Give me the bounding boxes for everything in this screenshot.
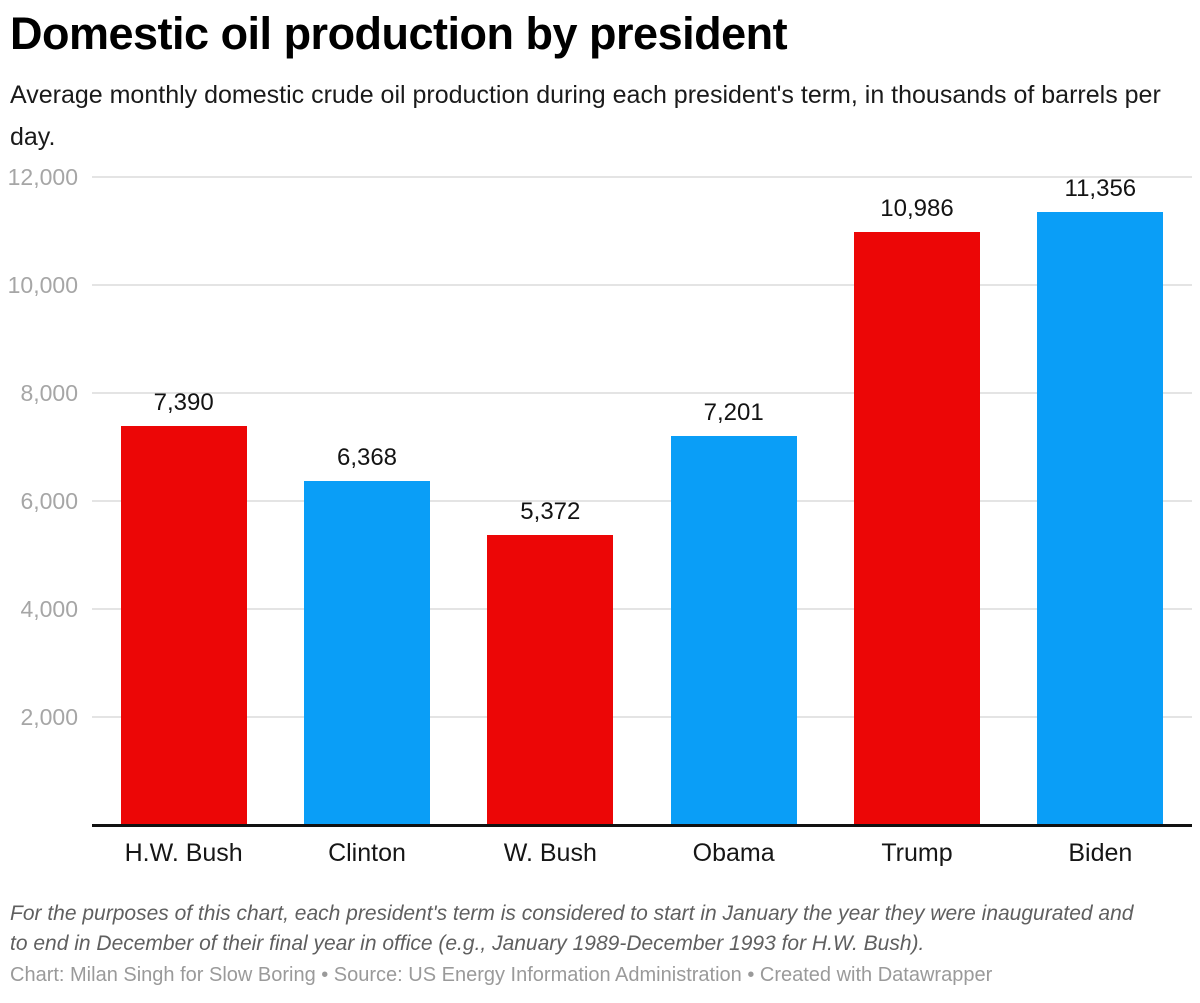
bar-value-label: 5,372	[520, 497, 581, 525]
x-axis-label: Clinton	[328, 839, 406, 867]
y-tick-label: 12,000	[7, 164, 78, 190]
bar-biden	[1037, 211, 1164, 825]
bar-value-label: 6,368	[336, 444, 398, 472]
bar-w-bush	[487, 534, 614, 825]
bar-value-label: 10,986	[880, 194, 954, 222]
plot-area: 7,390 H.W. Bush 6,368 Clinton 5,372 W. Bush 7,…	[92, 175, 1192, 867]
gridline	[92, 608, 1192, 610]
bar-trump	[854, 231, 980, 825]
y-axis-labels: 2,000 4,000 6,000 8,000 10,000 12,000	[0, 164, 78, 825]
bar-value-label: 7,201	[703, 399, 764, 427]
x-axis-label: W. Bush	[503, 839, 597, 867]
chart-title: Domestic oil production by president	[10, 8, 788, 59]
x-axis-label: Trump	[881, 839, 953, 867]
bar-h-w-bush	[120, 425, 247, 825]
y-tick-label: 6,000	[20, 488, 78, 514]
bar-value-label: 11,356	[1064, 174, 1137, 202]
bar-clinton	[304, 481, 430, 825]
bar-value-label: 7,390	[153, 388, 214, 416]
gridline	[92, 716, 1192, 718]
chart-credit: Chart: Milan Singh for Slow Boring • Sou…	[10, 964, 993, 986]
y-tick-label: 2,000	[20, 704, 78, 730]
chart-footnote: For the purposes of this chart, each pre…	[10, 902, 1134, 955]
chart-subtitle: Average monthly domestic crude oil produ…	[10, 81, 1161, 151]
y-tick-label: 10,000	[7, 272, 78, 298]
gridline	[92, 284, 1192, 286]
x-axis-line	[92, 824, 1192, 827]
x-axis-label: Biden	[1068, 839, 1133, 867]
gridline	[92, 500, 1192, 502]
x-axis-label: Obama	[692, 839, 775, 867]
x-axis-label: H.W. Bush	[124, 839, 243, 867]
bar-obama	[670, 436, 797, 825]
y-tick-label: 4,000	[20, 596, 78, 622]
gridline	[92, 392, 1192, 394]
y-tick-label: 8,000	[20, 380, 78, 406]
gridline	[92, 176, 1192, 178]
